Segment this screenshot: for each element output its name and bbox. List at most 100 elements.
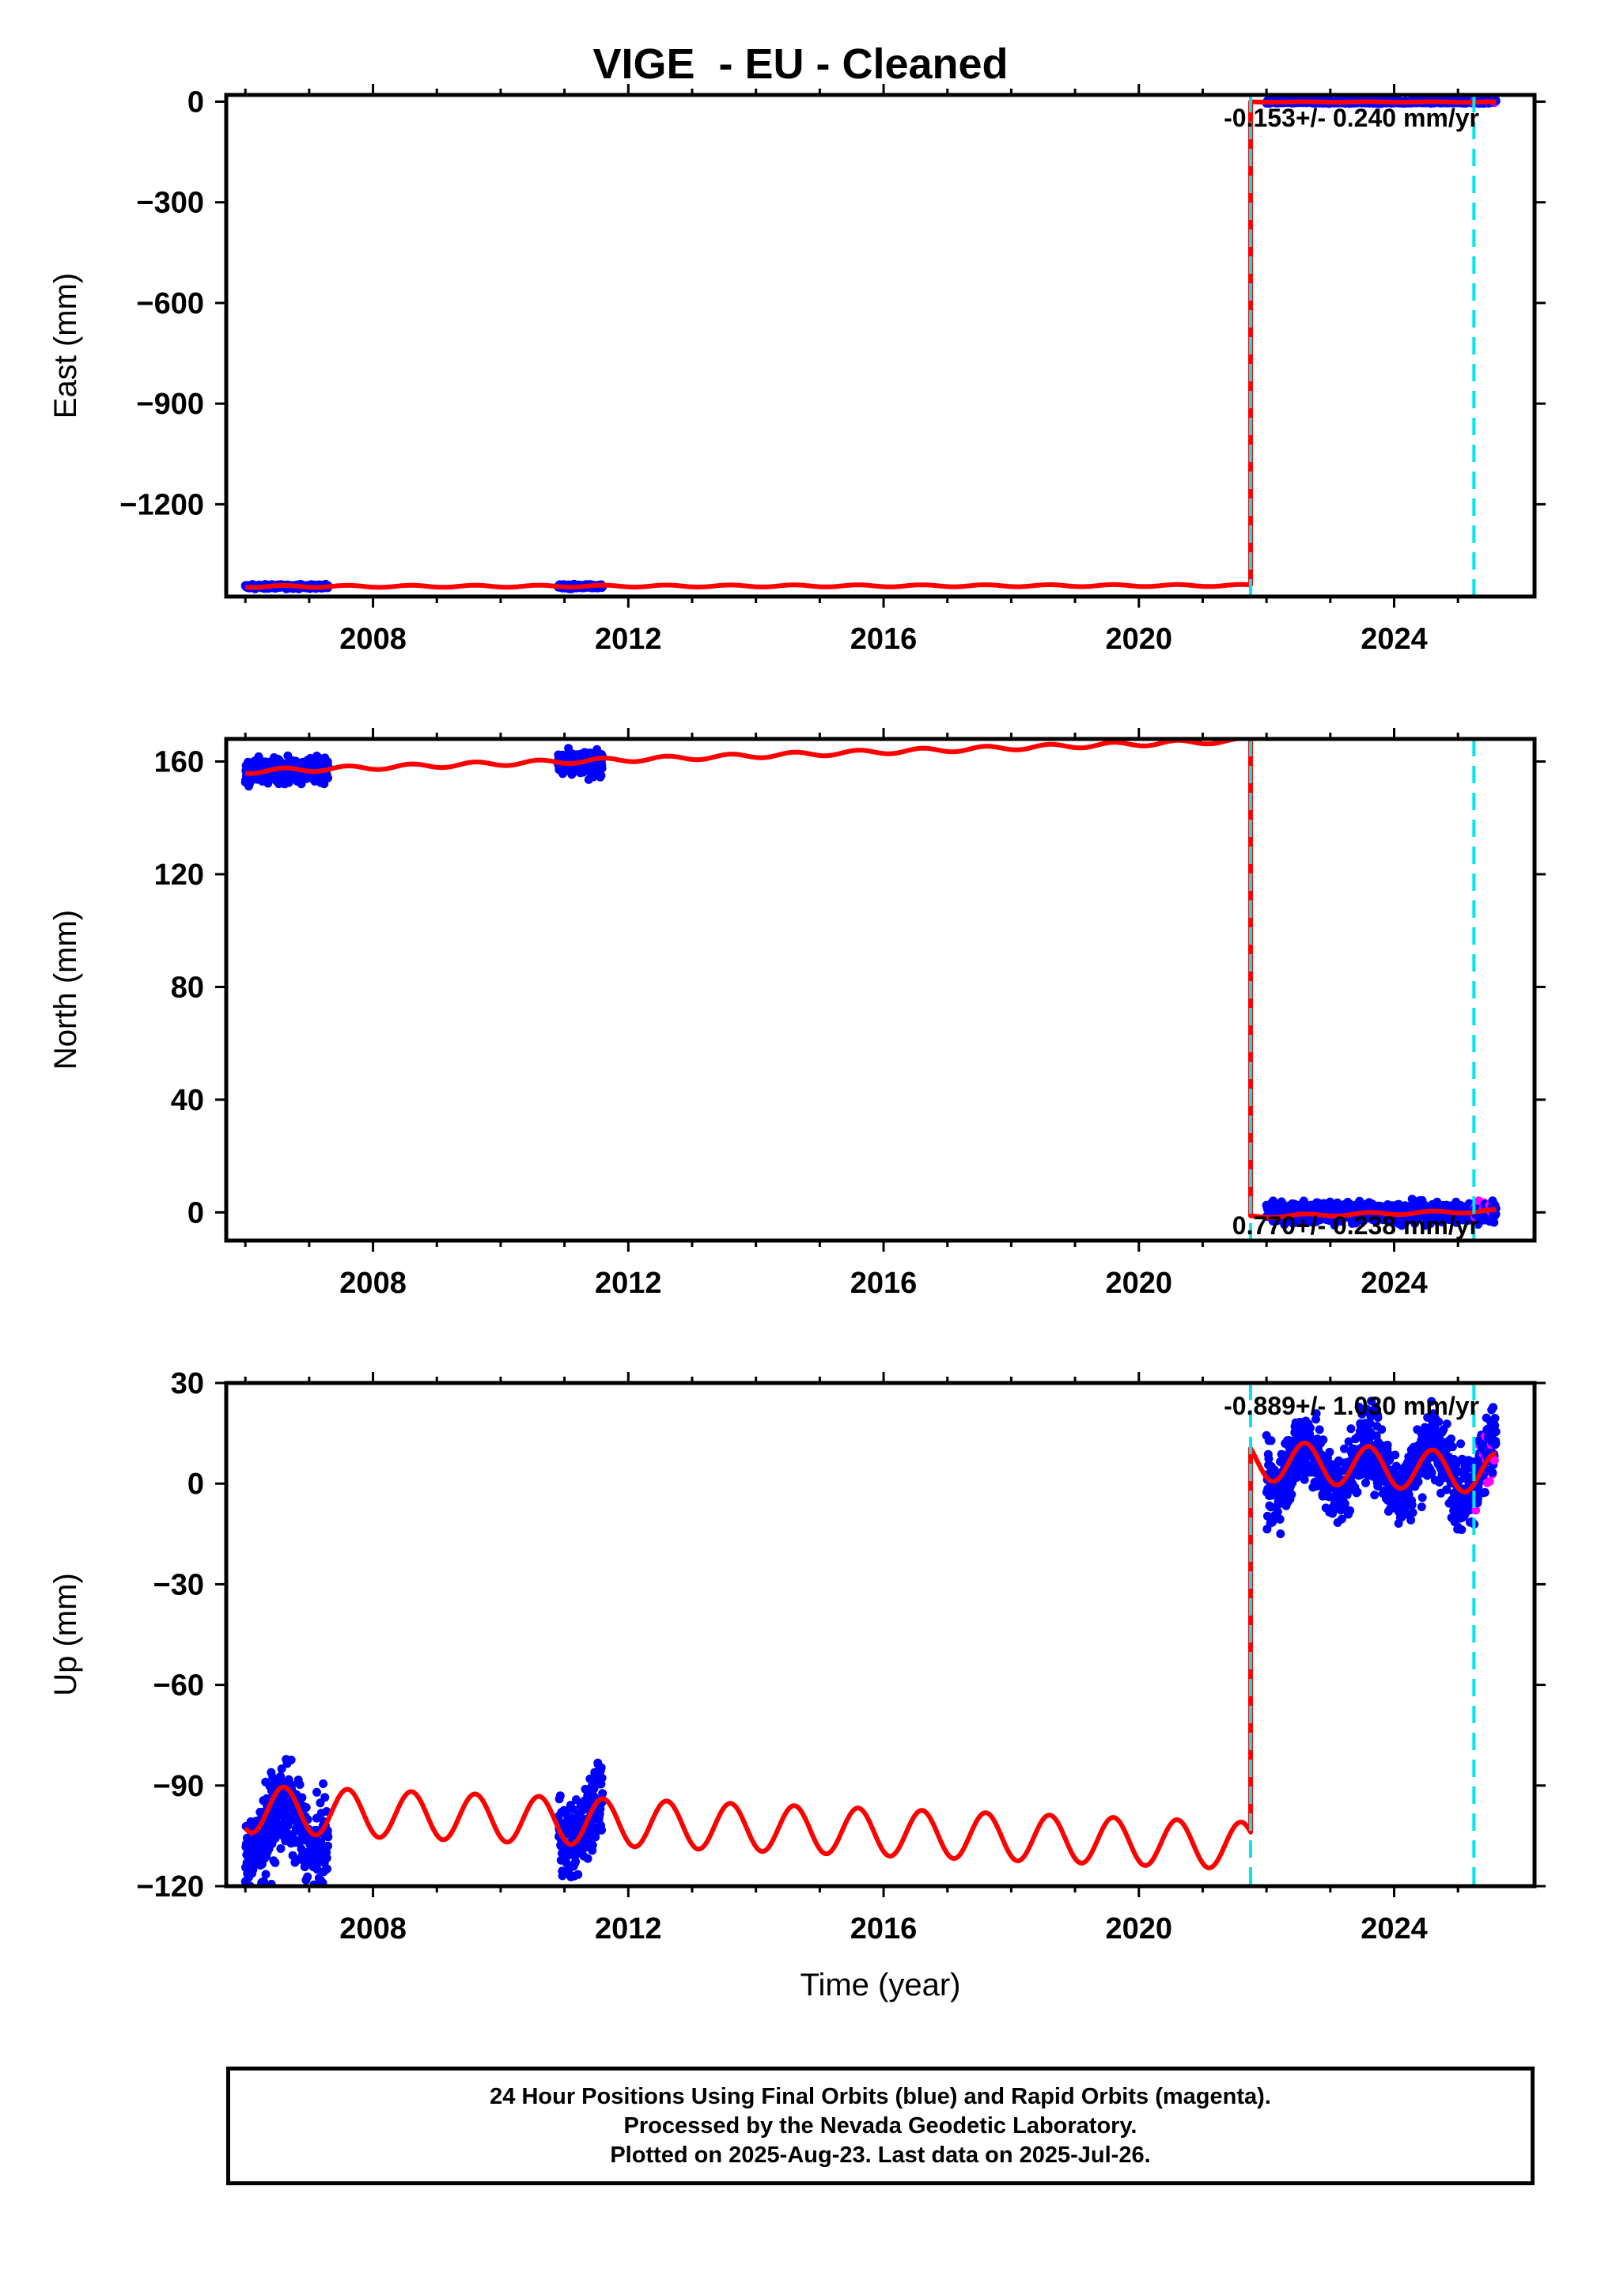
data-point: [295, 1780, 305, 1790]
y-axis-label: North (mm): [48, 910, 83, 1070]
x-tick-label: 2024: [1361, 623, 1428, 656]
data-point: [1266, 1436, 1276, 1445]
x-tick-label: 2020: [1105, 1912, 1172, 1946]
y-tick-label: 40: [171, 1084, 204, 1117]
data-point: [1264, 1454, 1274, 1464]
y-tick-label: −90: [153, 1770, 204, 1803]
data-point: [1275, 1514, 1285, 1524]
x-tick-label: 2016: [850, 623, 918, 656]
data-points-north: [240, 744, 1501, 1230]
data-point: [322, 1854, 331, 1862]
y-tick-label: 80: [171, 971, 204, 1004]
footer-box: 24 Hour Positions Using Final Orbits (bl…: [226, 2067, 1535, 2185]
data-point: [1319, 1435, 1328, 1445]
model-line-up: [243, 1440, 1498, 1870]
data-points-east: [240, 96, 1501, 593]
y-tick-label: 160: [154, 745, 204, 779]
y-tick-label: 0: [187, 85, 204, 119]
y-tick-label: 120: [154, 858, 204, 892]
data-point: [1315, 1425, 1324, 1434]
data-point: [1391, 1450, 1400, 1460]
data-point: [1489, 1403, 1498, 1412]
y-axis-label: East (mm): [48, 273, 83, 419]
data-point: [286, 1756, 296, 1764]
x-tick-label: 2016: [850, 1267, 918, 1300]
plot-area-east: [240, 96, 1501, 593]
data-point: [261, 1870, 271, 1879]
data-point: [1427, 1468, 1436, 1477]
data-point: [596, 1763, 606, 1772]
data-point: [271, 1858, 280, 1867]
data-point: [319, 1779, 328, 1788]
data-point: [1491, 1439, 1501, 1449]
x-tick-label: 2020: [1105, 1267, 1172, 1300]
data-point: [1414, 1477, 1423, 1487]
y-tick-label: −300: [136, 187, 204, 220]
data-point: [555, 1791, 565, 1801]
y-tick-label: −900: [136, 388, 204, 421]
data-point: [1490, 1414, 1500, 1423]
data-point: [591, 1832, 600, 1842]
data-point: [1346, 1424, 1356, 1434]
x-tick-label: 2008: [339, 1267, 407, 1300]
data-point: [1383, 1441, 1392, 1449]
data-point: [583, 1854, 592, 1863]
panel-east: 2008 2012 2016 2020 2024 0 −300 −600 −900 −1200 Ea…: [48, 84, 1546, 656]
x-axis-label: Time (year): [800, 1968, 961, 2002]
data-point: [1447, 1434, 1455, 1444]
data-point: [324, 1841, 332, 1851]
data-point: [297, 1793, 307, 1802]
data-point: [1417, 1493, 1427, 1502]
data-point: [1346, 1506, 1355, 1515]
data-point: [1457, 1525, 1467, 1534]
data-point: [597, 1825, 606, 1835]
data-point: [1305, 1423, 1315, 1433]
data-point: [1273, 1507, 1282, 1517]
footer-line-1: 24 Hour Positions Using Final Orbits (bl…: [490, 2083, 1271, 2109]
footer-line-2: Processed by the Nevada Geodetic Laborat…: [623, 2112, 1137, 2139]
x-tick-label: 2012: [595, 623, 662, 656]
y-axis-label: Up (mm): [48, 1573, 83, 1696]
data-point: [324, 1832, 333, 1842]
x-tick-label: 2016: [850, 1912, 918, 1946]
x-tick-label: 2008: [339, 1912, 407, 1946]
x-tick-label: 2012: [595, 1912, 662, 1946]
y-tick-label: −600: [136, 287, 204, 320]
data-point: [276, 1844, 286, 1853]
data-point: [1353, 1487, 1362, 1497]
y-tick-label: 0: [187, 1468, 204, 1501]
plot-area-north: [240, 739, 1501, 1230]
y-tick-label: −120: [136, 1870, 204, 1904]
footer-line-3: Plotted on 2025-Aug-23. Last data on 202…: [610, 2142, 1151, 2168]
data-point: [573, 1870, 583, 1879]
data-point: [1456, 1439, 1466, 1449]
chart-title: VIGE - EU - Cleaned: [592, 40, 1009, 88]
data-point: [320, 1793, 330, 1802]
panel-frame-east: [224, 93, 1537, 599]
x-tick-label: 2024: [1361, 1912, 1428, 1946]
data-point: [301, 1803, 311, 1812]
x-tick-label: 2024: [1361, 1267, 1428, 1300]
data-point: [1377, 1425, 1387, 1434]
y-tick-label: −30: [153, 1568, 204, 1601]
x-tick-label: 2020: [1105, 623, 1172, 656]
data-point: [596, 771, 606, 780]
x-tick-label: 2008: [339, 623, 407, 656]
data-point: [597, 1773, 607, 1783]
data-point: [1491, 1427, 1501, 1437]
data-point: [597, 763, 607, 773]
data-point: [1408, 1508, 1417, 1517]
panel-north: 2008 2012 2016 2020 2024 0 40 80 120 160 North (mm…: [48, 728, 1546, 1300]
data-point: [588, 1840, 597, 1850]
plot-area-up: [240, 1396, 1501, 1886]
data-point: [1442, 1419, 1451, 1429]
panel-frame-north: [224, 737, 1537, 1243]
model-line-north: [244, 739, 1498, 1220]
data-point: [324, 773, 332, 782]
y-tick-label: 0: [187, 1196, 204, 1229]
rate-annotation: -0.153+/- 0.240 mm/yr: [1224, 104, 1479, 132]
x-tick-label: 2012: [595, 1267, 662, 1300]
panel-up: 2008 2012 2016 2020 2024 30 0 −30 −60 −90 −120 Up (…: [48, 1367, 1546, 2002]
rate-annotation: 0.770+/- 0.238 mm/yr: [1232, 1211, 1479, 1240]
